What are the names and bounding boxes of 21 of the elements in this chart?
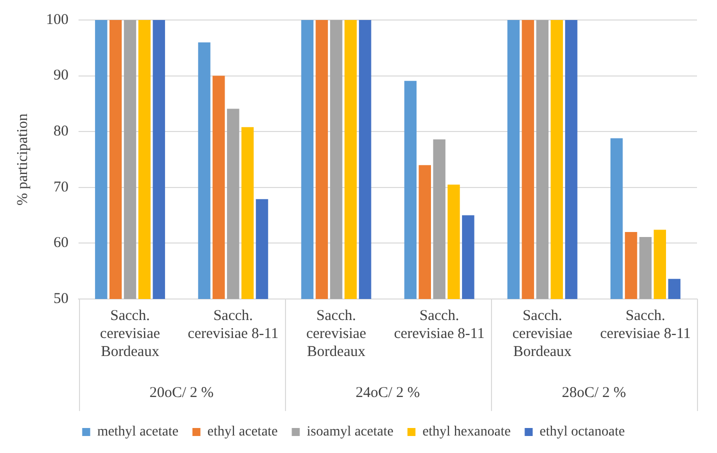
legend-label: isoamyl acetate xyxy=(306,424,394,440)
y-tick-label: 90 xyxy=(54,68,68,84)
x-tick-label: Sacch. cerevisiae Bordeaux xyxy=(512,308,573,360)
y-tick-label: 80 xyxy=(54,124,68,140)
y-tick-label: 50 xyxy=(54,290,68,307)
x-tick-label: Sacch. cerevisiae Bordeaux xyxy=(306,308,367,360)
x-tick-label: Sacch. cerevisiae 8-11 xyxy=(188,308,278,342)
x-tick-label: Sacch. cerevisiae 8-11 xyxy=(394,308,485,342)
y-axis-title: % participation xyxy=(14,112,31,206)
x-tick-label: Sacch. cerevisiae Bordeaux xyxy=(100,308,160,360)
legend-label: ethyl acetate xyxy=(207,424,278,440)
x-tick-label: Sacch. cerevisiae 8-11 xyxy=(600,308,691,342)
text: 28oC/ 2 % xyxy=(562,384,626,401)
y-tick-label: 70 xyxy=(54,179,68,196)
legend-label: methyl acetate xyxy=(97,424,178,440)
legend-label: ethyl hexanoate xyxy=(422,424,511,440)
legend-label: ethyl octanoate xyxy=(540,424,625,440)
text: 24oC/ 2 % xyxy=(356,384,420,401)
text: 20oC/ 2 % xyxy=(149,384,214,401)
y-tick-label: 60 xyxy=(54,235,68,252)
y-tick-label: 100 xyxy=(46,12,68,28)
